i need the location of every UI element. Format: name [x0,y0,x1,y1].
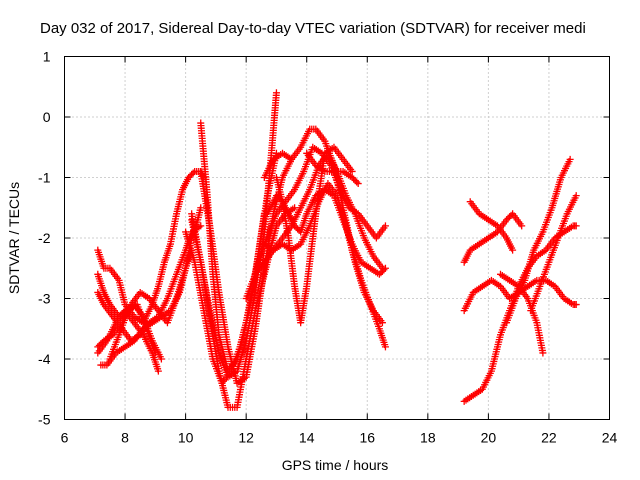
y-tick-label: 0 [43,109,51,125]
data-point [504,214,512,222]
chart-title: Day 032 of 2017, Sidereal Day-to-day VTE… [40,20,586,37]
x-tick-label: 18 [420,430,436,446]
data-point [294,225,302,233]
series-7 [106,301,159,363]
data-point [506,213,514,221]
x-tick-label: 6 [61,430,69,446]
data-point [348,174,356,181]
data-point [291,204,299,212]
data-point [292,223,300,231]
axis-ticks [64,56,610,420]
data-point [378,264,386,272]
data-point [272,192,280,200]
data-point [378,319,386,327]
data-point [509,246,517,254]
data-point [572,192,580,200]
data-point [185,174,193,181]
data-point [354,180,362,188]
data-point [381,343,389,351]
data-point [272,89,280,97]
data-point [566,155,574,163]
series-26 [527,192,580,315]
y-axis-label: SDTVAR / TECUs [6,182,22,294]
data-point [375,270,383,278]
y-tick-label: 1 [43,49,51,65]
x-tick-label: 10 [178,430,194,446]
series-4 [97,246,196,369]
y-tick-label: -1 [38,170,51,186]
y-tick-label: -2 [38,230,51,246]
data-point [151,349,159,357]
x-tick-label: 12 [238,430,254,446]
y-tick-label: -3 [38,291,51,307]
x-tick-label: 24 [602,430,618,446]
data-point [154,367,162,375]
data-point [351,177,359,185]
data-point [572,222,580,230]
x-axis-label: GPS time / hours [282,457,389,473]
data-point [572,301,580,309]
data-point [188,170,196,178]
x-tick-label: 14 [299,430,315,446]
data-point [189,169,197,177]
x-tick-labels: 6 8 10 12 14 16 18 20 22 24 [61,430,618,446]
data-points [94,89,580,411]
data-point [377,269,385,277]
data-point [186,172,194,180]
x-tick-label: 20 [481,430,497,446]
data-point [353,178,361,186]
x-tick-label: 16 [359,430,375,446]
data-point [518,222,526,230]
data-point [503,216,511,224]
x-tick-label: 22 [541,430,557,446]
data-point [157,355,165,363]
series-19 [251,149,386,278]
series-15 [260,180,386,327]
data-point [380,266,388,274]
series-11 [188,204,299,411]
data-point [381,222,389,230]
x-tick-label: 8 [121,430,129,446]
series-23 [466,198,517,254]
y-tick-label: -4 [38,351,51,367]
data-point [350,175,358,183]
y-tick-label: -5 [38,412,51,428]
data-point [197,204,205,212]
y-tick-labels: 1 0 -1 -2 -3 -4 -5 [38,49,51,428]
data-point [539,349,547,357]
data-point [348,167,356,175]
series-25 [503,155,574,327]
data-point [197,222,205,230]
